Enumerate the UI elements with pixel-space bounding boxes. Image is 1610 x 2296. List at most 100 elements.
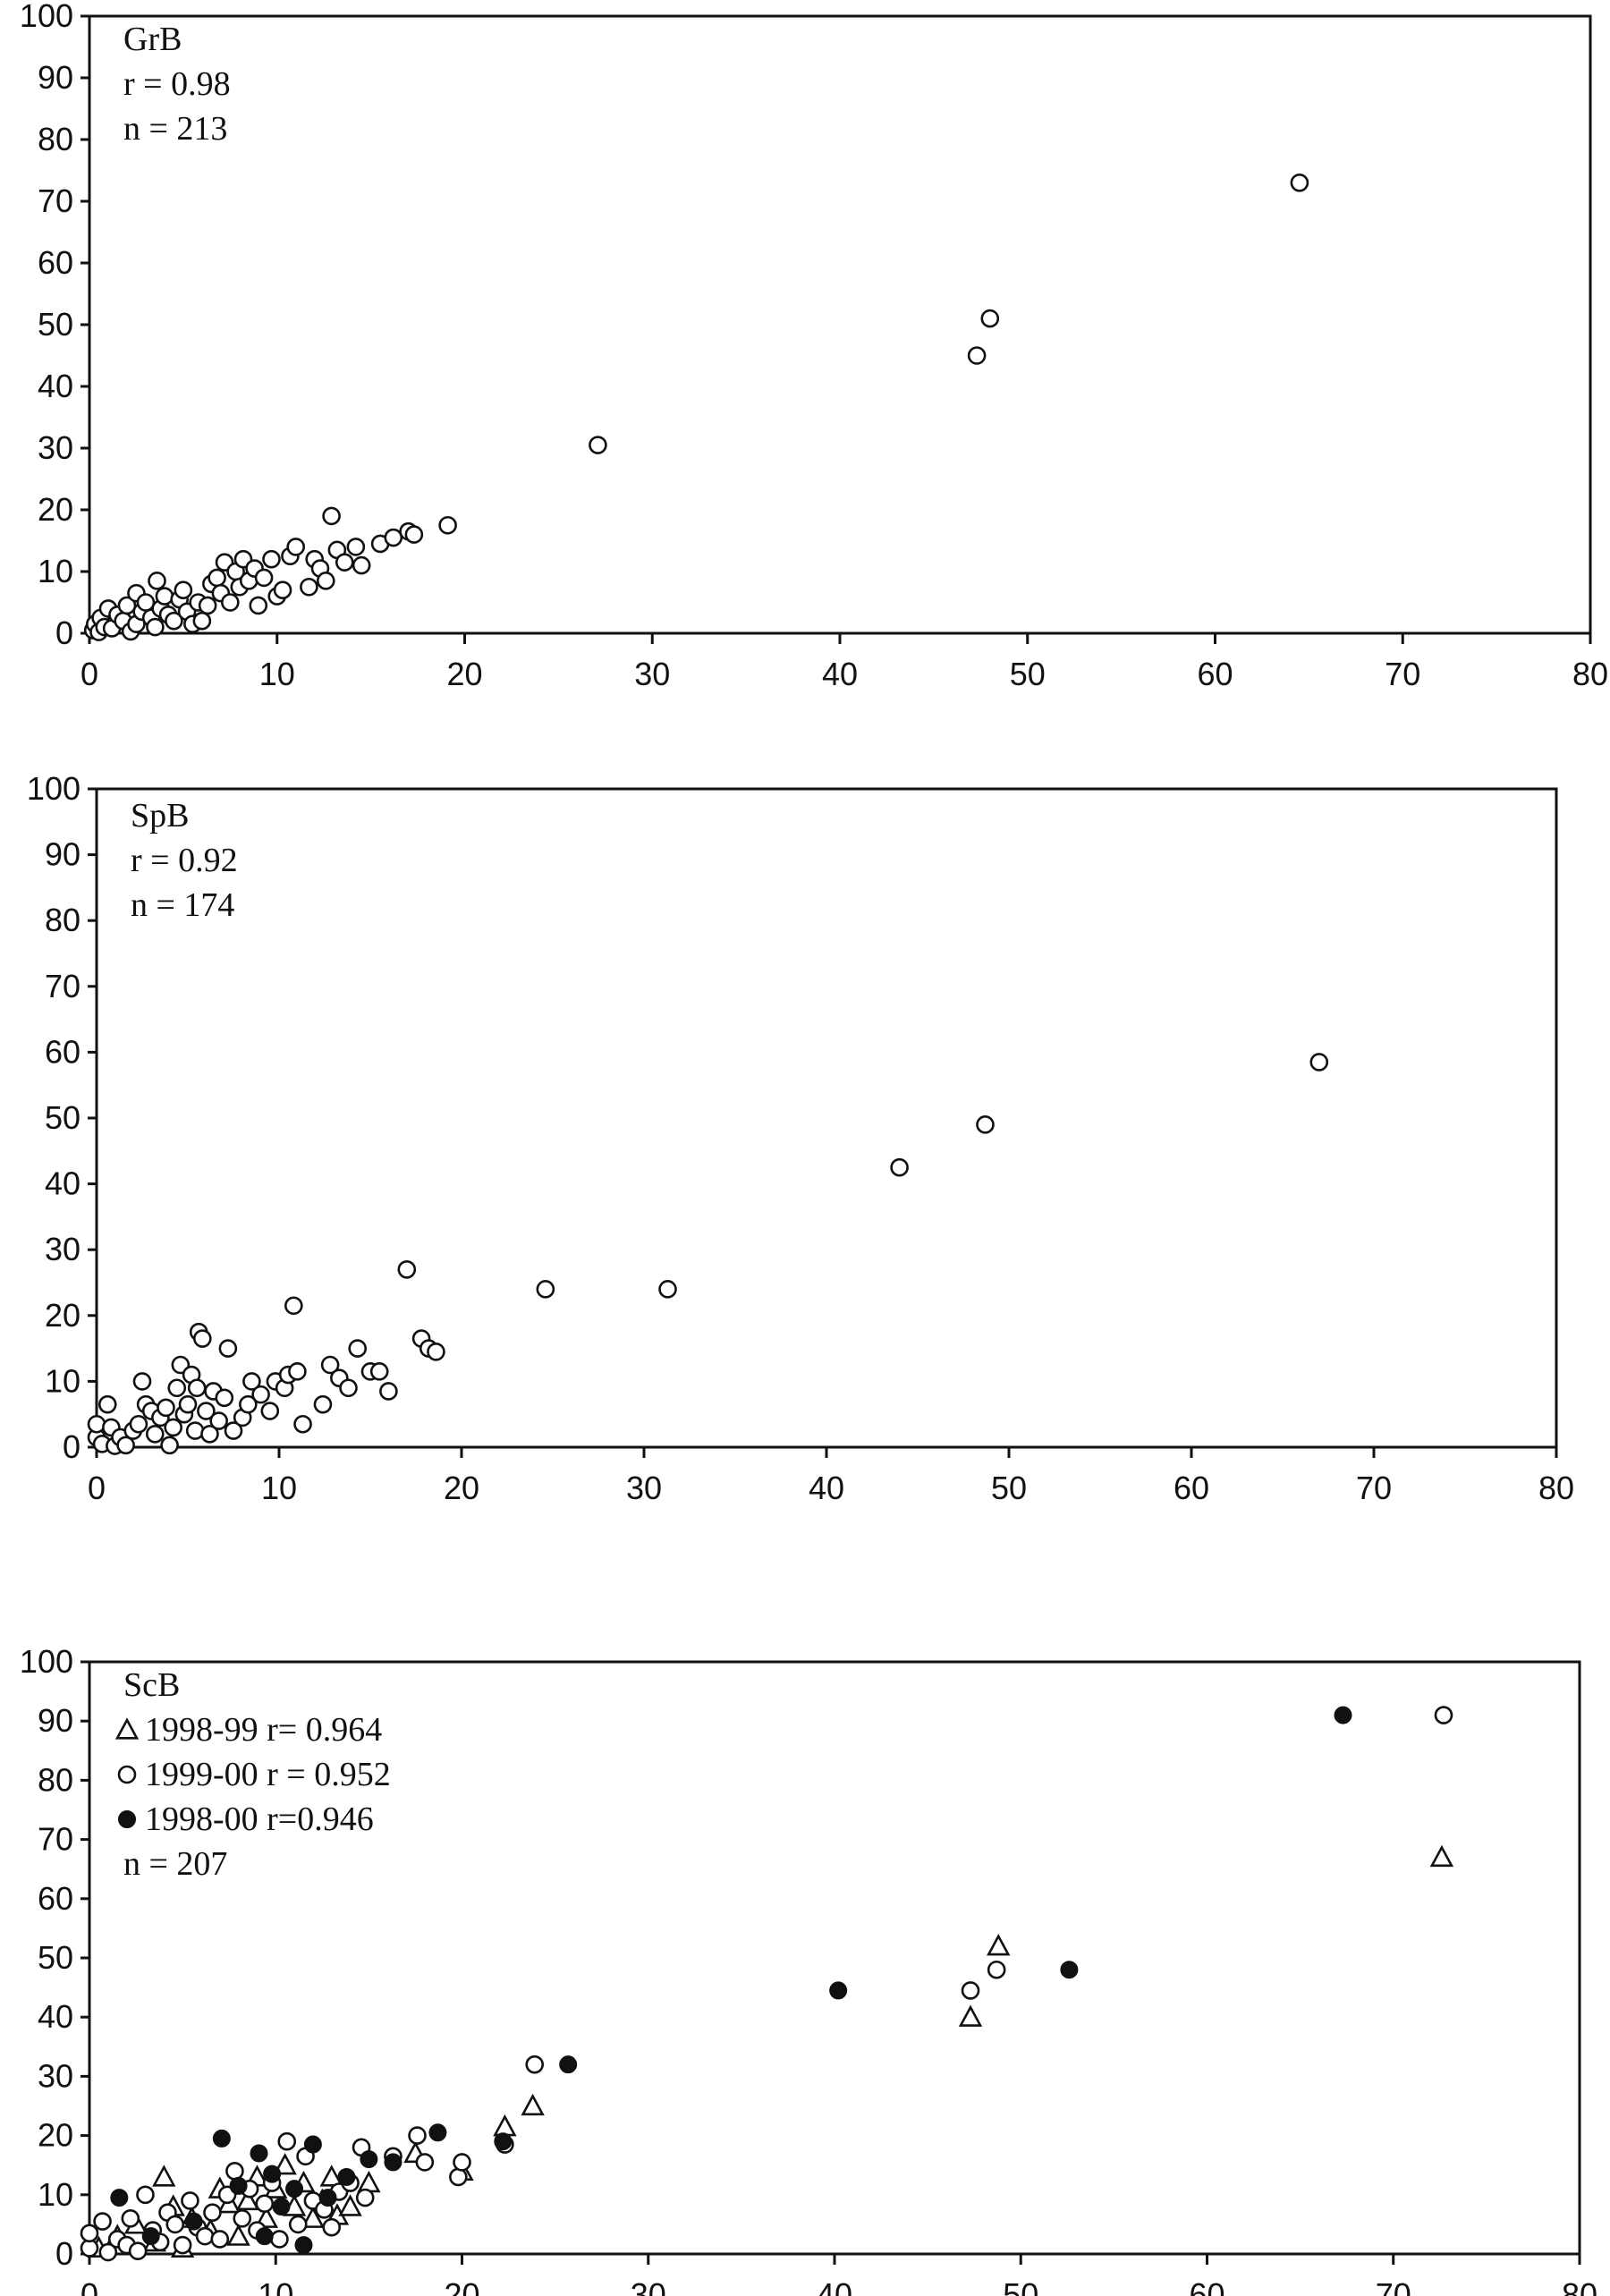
data-point bbox=[93, 2212, 112, 2231]
data-point bbox=[428, 2123, 447, 2142]
x-tick-label: 40 bbox=[817, 2276, 852, 2296]
y-tick-label: 80 bbox=[38, 1761, 73, 1798]
data-point bbox=[270, 2230, 289, 2249]
data-point bbox=[427, 1342, 445, 1361]
x-tick-label: 20 bbox=[444, 1470, 479, 1506]
data-point bbox=[288, 1362, 307, 1381]
data-point bbox=[404, 525, 424, 544]
data-point bbox=[181, 2191, 199, 2210]
data-point bbox=[197, 1402, 216, 1420]
x-tick-label: 40 bbox=[822, 656, 858, 692]
data-point bbox=[210, 2230, 230, 2249]
data-point bbox=[320, 1355, 340, 1375]
data-point bbox=[286, 538, 306, 556]
data-point bbox=[494, 2132, 513, 2151]
data-point bbox=[209, 1411, 228, 1430]
data-point bbox=[242, 1372, 261, 1391]
data-point bbox=[316, 572, 335, 590]
data-point bbox=[203, 2203, 222, 2222]
data-point bbox=[87, 1414, 106, 1434]
y-tick-label: 10 bbox=[45, 1362, 80, 1399]
data-point bbox=[536, 1280, 555, 1299]
legend-entry: 1999-00 r = 0.952 bbox=[145, 1756, 391, 1793]
data-point bbox=[890, 1157, 909, 1177]
data-point bbox=[379, 1382, 398, 1401]
x-tick-label: 80 bbox=[1572, 656, 1608, 692]
data-point bbox=[192, 611, 212, 631]
data-point bbox=[337, 2167, 356, 2186]
data-point bbox=[132, 1372, 152, 1391]
y-tick-label: 60 bbox=[45, 1033, 80, 1070]
y-tick-label: 90 bbox=[45, 836, 80, 873]
y-tick-label: 90 bbox=[38, 1702, 73, 1739]
data-point bbox=[277, 2131, 297, 2151]
panel-spb: 0 10 20 30 40 50 60 70 80 90 100 0 10 20 30 40 50 60 70 80 S… bbox=[27, 770, 1574, 1506]
y-tick-label: 100 bbox=[20, 1643, 73, 1680]
y-tick-label: 10 bbox=[38, 553, 73, 589]
data-point bbox=[273, 2152, 297, 2175]
data-point bbox=[195, 2226, 215, 2246]
x-tick-label: 40 bbox=[809, 1470, 844, 1506]
y-tick-label: 80 bbox=[45, 902, 80, 938]
data-point bbox=[260, 1402, 280, 1420]
x-tick-label: 50 bbox=[991, 1470, 1027, 1506]
y-tick-label: 40 bbox=[38, 1998, 73, 2035]
data-point bbox=[148, 572, 166, 590]
data-point bbox=[116, 1436, 135, 1455]
data-point bbox=[152, 2165, 176, 2187]
y-tick-label: 40 bbox=[45, 1165, 80, 1202]
data-point bbox=[255, 2227, 274, 2246]
data-point bbox=[384, 528, 403, 547]
legend-marker bbox=[114, 1717, 140, 1740]
data-point bbox=[449, 2167, 468, 2187]
panel-scb: 0 10 20 30 40 50 60 70 80 90 100 0 10 20 30 40 50 60 70 80 S… bbox=[20, 1643, 1597, 2296]
data-point bbox=[128, 2241, 148, 2260]
stat-label: r = 0.98 bbox=[123, 65, 231, 103]
x-tick-label: 10 bbox=[259, 656, 295, 692]
data-point bbox=[339, 1378, 358, 1398]
data-point bbox=[273, 580, 292, 600]
data-point bbox=[1290, 174, 1309, 192]
panel-grb: 0 10 20 30 40 50 60 70 80 90 100 0 10 20 30 40 50 60 70 80 G… bbox=[20, 0, 1608, 692]
data-point bbox=[658, 1280, 677, 1299]
data-point bbox=[174, 580, 193, 600]
data-point bbox=[215, 1388, 234, 1408]
y-tick-label: 70 bbox=[38, 1821, 73, 1858]
data-point bbox=[369, 1362, 389, 1381]
x-tick-label: 60 bbox=[1189, 2276, 1224, 2296]
data-point bbox=[255, 2194, 275, 2214]
panel-label: SpB bbox=[131, 797, 189, 835]
data-point bbox=[198, 596, 217, 615]
data-point bbox=[184, 2212, 203, 2231]
data-point bbox=[249, 596, 268, 615]
data-point bbox=[136, 593, 156, 612]
x-tick-label: 10 bbox=[261, 1470, 297, 1506]
data-point bbox=[178, 1394, 198, 1414]
x-tick-label: 10 bbox=[258, 2276, 293, 2296]
data-point bbox=[233, 2208, 252, 2228]
y-tick-label: 50 bbox=[38, 1939, 73, 1976]
panel-label: GrB bbox=[123, 21, 182, 58]
y-tick-label: 30 bbox=[45, 1231, 80, 1267]
data-point bbox=[301, 2206, 326, 2228]
data-point bbox=[98, 2242, 118, 2262]
data-point bbox=[384, 2153, 402, 2172]
data-point bbox=[218, 1339, 238, 1358]
data-point bbox=[185, 1421, 205, 1440]
data-point bbox=[967, 346, 987, 365]
legend-marker bbox=[118, 1810, 136, 1828]
data-point bbox=[251, 1385, 270, 1404]
x-tick-label: 80 bbox=[1538, 1470, 1574, 1506]
data-point bbox=[355, 2188, 375, 2207]
y-tick-label: 70 bbox=[45, 968, 80, 1004]
data-point bbox=[987, 1934, 1011, 1956]
series-0 bbox=[87, 1053, 1329, 1455]
data-point bbox=[300, 577, 318, 597]
stat-label: n = 213 bbox=[123, 110, 227, 148]
x-tick-label: 60 bbox=[1197, 656, 1233, 692]
data-point bbox=[438, 515, 457, 535]
data-point bbox=[1309, 1053, 1329, 1072]
y-tick-label: 0 bbox=[55, 2235, 73, 2272]
stat-label: n = 207 bbox=[123, 1845, 227, 1883]
